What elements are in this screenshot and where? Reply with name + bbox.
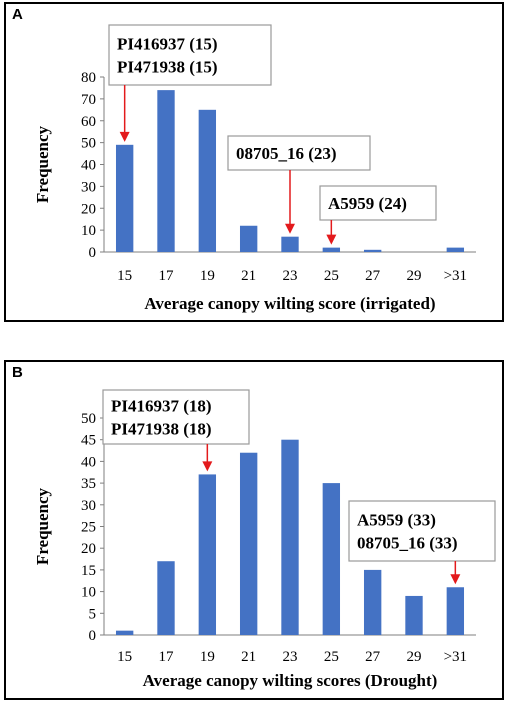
y-tick-label: 15 (81, 563, 96, 579)
y-axis-title: Frequency (33, 125, 52, 203)
x-axis-title: Average canopy wilting score (irrigated) (144, 294, 435, 313)
y-tick-label: 50 (81, 136, 96, 152)
y-tick-label: 45 (81, 433, 96, 449)
x-tick-label: 27 (365, 649, 381, 665)
x-axis-title: Average canopy wilting scores (Drought) (143, 671, 438, 690)
y-tick-label: 10 (81, 223, 96, 239)
chart-a-svg: 0 10 20 30 40 50 60 70 80 15 17 19 21 23 25 27 29 >31 Aver… (33, 24, 476, 313)
bar-b-5 (322, 483, 341, 635)
bar-a-3 (239, 225, 258, 252)
x-tick-label: >31 (444, 649, 467, 665)
panel-label-a: A (12, 6, 23, 23)
bar-b-1 (157, 561, 175, 635)
bar-b-6 (363, 569, 382, 635)
y-tick-label: 0 (89, 628, 97, 644)
y-tick-label: 40 (81, 158, 96, 174)
y-axis-title: Frequency (33, 487, 52, 565)
y-tick-label: 5 (89, 606, 97, 622)
bar-b-2 (198, 474, 217, 635)
annotation-arrow-head (326, 234, 337, 245)
bar-b-7 (405, 595, 423, 635)
annotation-box (108, 24, 272, 86)
bar-b-0 (115, 630, 134, 635)
y-tick-label: 70 (81, 92, 96, 108)
bar-b-8 (446, 587, 465, 635)
x-tick-label: 15 (117, 649, 132, 665)
x-tick-label: 19 (200, 268, 215, 284)
x-tick-label: 17 (159, 268, 175, 284)
bar-a-8 (446, 247, 465, 252)
x-tick-label: 25 (324, 649, 339, 665)
annotation-box (319, 185, 437, 221)
y-tick-label: 0 (89, 245, 97, 261)
x-tick-label: >31 (444, 268, 467, 284)
x-tick-label: 29 (407, 268, 422, 284)
x-tick-label: 25 (324, 268, 339, 284)
bar-a-0 (115, 144, 134, 252)
annotation-text: 08705_16 (33) (357, 534, 458, 553)
x-tick-label: 29 (407, 649, 422, 665)
bar-a-1 (157, 90, 175, 252)
x-tick-label: 19 (200, 649, 215, 665)
x-tick-label: 17 (159, 649, 175, 665)
chart-panel-a: A 0 10 20 30 40 50 60 70 80 15 17 19 21 23 25 27 29 >31 Av… (4, 2, 504, 322)
y-tick-label: 80 (81, 70, 96, 86)
annotation-text: PI471938 (15) (117, 58, 218, 77)
annotation-text: 08705_16 (23) (236, 144, 337, 163)
annotation-text: A5959 (24) (328, 194, 407, 213)
x-tick-label: 23 (283, 649, 298, 665)
annotation-box (348, 500, 496, 562)
y-tick-label: 10 (81, 585, 96, 601)
bar-a-6 (363, 249, 382, 252)
y-tick-label: 20 (81, 201, 96, 217)
annotation-box (102, 389, 250, 445)
y-tick-label: 35 (81, 476, 96, 492)
bar-a-4 (281, 236, 299, 252)
x-tick-label: 21 (241, 268, 256, 284)
y-tick-label: 20 (81, 541, 96, 557)
chart-panel-b: B 0 5 10 15 20 25 30 35 40 45 50 15 17 19 21 23 25 27 29 >3… (4, 360, 504, 700)
bar-b-4 (281, 439, 299, 635)
annotation-arrow-head (202, 461, 213, 472)
y-tick-label: 50 (81, 411, 96, 427)
bar-b-3 (239, 452, 258, 635)
y-tick-label: 40 (81, 454, 96, 470)
annotation-text: PI471938 (18) (111, 420, 212, 439)
annotation-text: PI416937 (18) (111, 397, 212, 416)
annotation-arrow-head (285, 223, 295, 234)
panel-label-b: B (12, 364, 23, 381)
annotation-arrow-head (119, 131, 130, 142)
annotation-box (227, 135, 371, 171)
annotation-text: PI416937 (15) (117, 35, 218, 54)
y-tick-label: 30 (81, 498, 96, 514)
y-tick-label: 60 (81, 114, 96, 130)
y-tick-label: 30 (81, 179, 96, 195)
bar-a-5 (322, 247, 341, 252)
chart-b-svg: 0 5 10 15 20 25 30 35 40 45 50 15 17 19 21 23 25 27 29 >31 A… (33, 389, 496, 690)
x-tick-label: 23 (283, 268, 298, 284)
annotation-arrow-head (450, 574, 461, 585)
annotation-text: A5959 (33) (357, 511, 436, 530)
x-tick-label: 27 (365, 268, 381, 284)
bar-a-2 (198, 109, 217, 252)
y-tick-label: 25 (81, 520, 96, 536)
x-tick-label: 15 (117, 268, 132, 284)
x-tick-label: 21 (241, 649, 256, 665)
